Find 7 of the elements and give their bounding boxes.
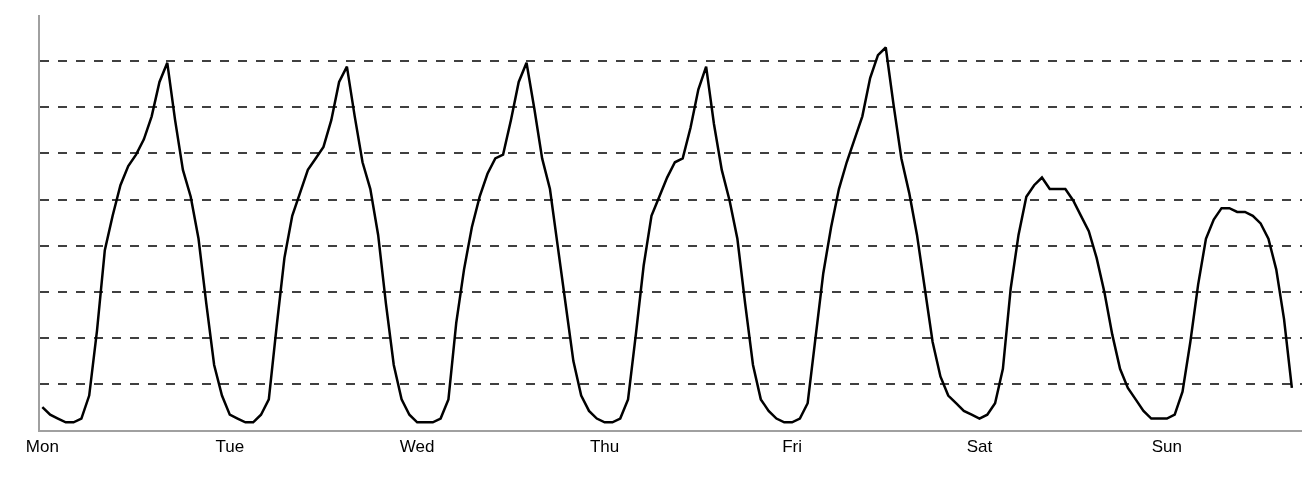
x-tick-label: Sat — [966, 437, 993, 457]
x-tick-label: Mon — [25, 437, 59, 457]
x-tick-label: Sun — [1151, 437, 1183, 457]
x-tick-label: Thu — [589, 437, 620, 457]
x-tick-label: Tue — [215, 437, 245, 457]
x-tick-label: Fri — [782, 437, 802, 457]
x-tick-label: Wed — [399, 437, 435, 457]
